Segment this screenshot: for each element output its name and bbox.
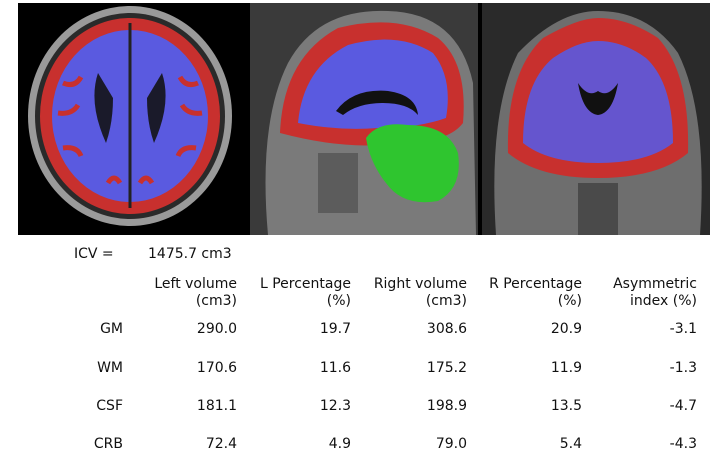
table-cell: 181.1 [196,398,237,414]
cerebellum-region [366,124,459,203]
table-cell: 11.6 [319,360,351,376]
col-header-l-percentage: L Percentage (%) [259,276,351,309]
sagittal-view [250,3,478,235]
table-cell: 20.9 [550,321,582,337]
table-cell: 290.0 [196,321,237,337]
table-cell: 4.9 [328,436,351,452]
table-cell: 198.9 [426,398,467,414]
icv-value: 1475.7 cm3 [148,246,232,262]
table-cell: -1.3 [669,360,697,376]
table-cell: 12.3 [319,398,351,414]
table-cell: 11.9 [550,360,582,376]
table-cell: 308.6 [426,321,467,337]
col-header-right-volume: Right volume (cm3) [373,276,467,309]
table-cell: -4.7 [669,398,697,414]
row-label-csf: CSF [96,398,123,414]
table-cell: 72.4 [205,436,237,452]
table-cell: 19.7 [319,321,351,337]
axial-view [28,6,232,226]
table-cell: 13.5 [550,398,582,414]
table-cell: -3.1 [669,321,697,337]
mri-views [18,3,710,235]
table-cell: 5.4 [559,436,582,452]
table-cell: 175.2 [426,360,467,376]
table-cell: 170.6 [196,360,237,376]
row-label-wm: WM [97,360,123,376]
col-header-left-volume: Left volume (cm3) [154,276,237,309]
coronal-view [482,3,710,235]
col-header-r-percentage: R Percentage (%) [489,276,582,309]
row-label-gm: GM [100,321,123,337]
mri-segmentation-image [18,3,710,235]
table-cell: 79.0 [435,436,467,452]
icv-label: ICV = [74,246,114,262]
row-label-crb: CRB [93,436,123,452]
table-cell: -4.3 [669,436,697,452]
col-header-asymmetric-index: Asymmetric index (%) [613,276,697,309]
